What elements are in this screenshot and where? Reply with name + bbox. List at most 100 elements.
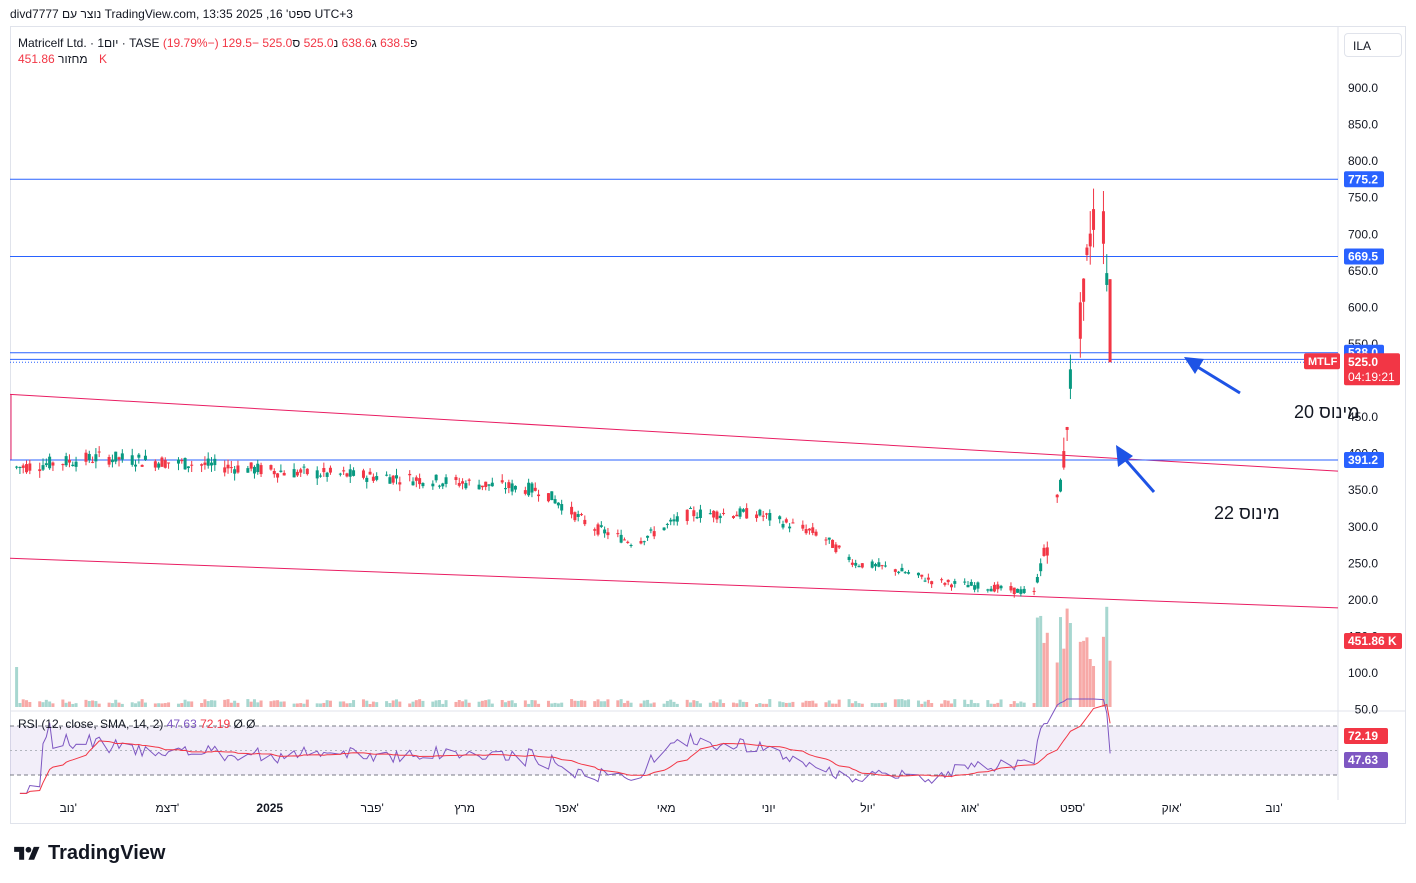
volume-bar — [454, 701, 458, 707]
candle-body — [969, 581, 973, 586]
candle-body — [504, 488, 508, 490]
volume-tag-bg — [1344, 633, 1402, 649]
volume-bar — [622, 703, 626, 707]
volume-bar — [249, 701, 253, 707]
candle-body — [371, 476, 375, 481]
volume-bar — [375, 702, 379, 707]
volume-bar — [107, 702, 111, 707]
candle-body — [903, 572, 907, 574]
volume-bar — [834, 703, 838, 707]
candle-body — [1108, 279, 1112, 363]
candle-body — [692, 510, 696, 517]
volume-bar — [1016, 703, 1020, 707]
volume-bar — [804, 700, 808, 707]
candle-body — [1022, 588, 1026, 593]
volume-bar — [920, 703, 924, 707]
candle-body — [665, 523, 669, 525]
volume-bar — [778, 701, 782, 707]
currency-button[interactable]: ILA — [1344, 33, 1402, 57]
volume-bar — [537, 703, 541, 707]
y-tick-label: 850.0 — [1348, 118, 1378, 132]
volume-bar — [315, 703, 319, 707]
volume-bar — [18, 703, 22, 707]
candle-body — [907, 572, 911, 574]
candle-body — [1059, 479, 1063, 492]
volume-bar — [272, 700, 276, 707]
volume-bar — [276, 700, 280, 707]
volume-bar — [963, 699, 967, 707]
candle-body — [900, 567, 904, 572]
volume-bar — [580, 700, 584, 707]
volume-bar — [999, 699, 1003, 707]
candle-body — [530, 483, 534, 493]
candle-body — [464, 483, 468, 489]
volume-bar — [338, 701, 342, 707]
volume-bar — [51, 703, 55, 707]
symbol-name[interactable]: Matricelf Ltd. · 1יום · TASE — [18, 36, 160, 50]
x-tick-label: נוב' — [60, 801, 77, 815]
candle-body — [883, 565, 887, 567]
volume-bar — [715, 702, 719, 707]
volume-bar — [176, 703, 180, 707]
volume-bar — [361, 699, 365, 707]
candle-body — [18, 466, 22, 468]
volume-bar — [708, 702, 712, 707]
volume-bar — [596, 699, 600, 707]
volume-bar — [570, 699, 574, 707]
volume-bar — [593, 701, 597, 707]
candle-body — [414, 477, 418, 481]
volume-bar — [576, 700, 580, 707]
candle-body — [778, 516, 782, 520]
candle-body — [523, 490, 527, 494]
volume-bar — [1059, 617, 1063, 707]
volume-bar — [1055, 662, 1059, 707]
volume-bar — [949, 703, 953, 707]
x-tick-label: מרץ — [454, 801, 475, 815]
volume-bar — [986, 700, 990, 707]
publisher-line: divd7777 נוצר עם TradingView.com, 13:35 … — [10, 7, 353, 21]
volume-bar — [814, 703, 818, 707]
volume-bar — [1012, 701, 1016, 707]
candle-body — [966, 585, 970, 588]
candle-body — [454, 477, 458, 480]
candle-body — [461, 481, 465, 484]
volume-bar — [434, 700, 438, 707]
candle-body — [629, 545, 633, 547]
volume-bar — [807, 700, 811, 707]
y-tick-label: 250.0 — [1348, 556, 1378, 570]
rsi-label[interactable]: RSI (12, close, SMA, 14, 2) — [18, 717, 164, 731]
candle-body — [940, 579, 944, 581]
annotation-minus22: מינוס 22 — [1214, 503, 1280, 523]
candle-body — [811, 527, 815, 533]
candle-body — [768, 512, 772, 521]
volume-bar — [431, 701, 435, 707]
candle-body — [619, 534, 623, 543]
close-value: 525.0 — [262, 36, 293, 50]
candle-body — [507, 482, 511, 489]
candle-body — [1012, 587, 1016, 595]
volume-bar — [722, 703, 726, 707]
candle-body — [685, 509, 689, 522]
candle-body — [480, 485, 484, 488]
candle-body — [992, 584, 996, 592]
volume-bar — [1065, 608, 1069, 707]
volume-bar — [153, 703, 157, 707]
candle-body — [596, 524, 600, 535]
volume-bar — [328, 700, 332, 707]
volume-label[interactable]: מחזור — [58, 52, 88, 66]
candle-body — [801, 524, 805, 529]
candle-body — [963, 581, 967, 583]
candle-body — [295, 471, 299, 476]
tradingview-logo[interactable]: TradingView — [12, 842, 165, 865]
candle-body — [71, 464, 75, 466]
volume-bar — [130, 702, 134, 707]
volume-bar — [689, 702, 693, 707]
candle-body — [467, 479, 471, 481]
candle-body — [722, 512, 726, 514]
candle-body — [484, 481, 488, 488]
volume-bar — [1108, 660, 1112, 707]
candle-body — [226, 464, 230, 469]
candle-body — [893, 569, 897, 572]
candle-body — [487, 484, 491, 486]
